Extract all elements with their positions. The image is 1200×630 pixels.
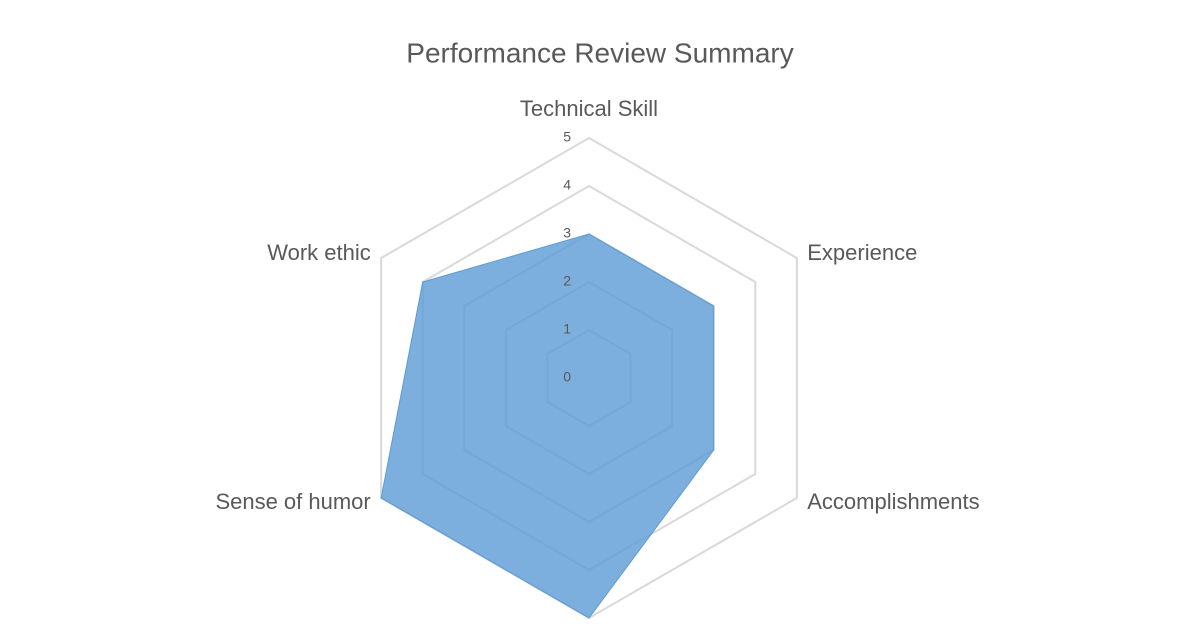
category-label: Accomplishments [807,489,979,514]
category-label: Work ethic [267,240,371,265]
r-tick-label: 2 [563,273,571,289]
category-label: Experience [807,240,917,265]
r-tick-label: 0 [563,369,571,385]
chart-title: Performance Review Summary [406,37,793,68]
data-area [380,233,715,619]
r-tick-label: 1 [563,321,571,337]
category-label: Technical Skill [520,96,658,121]
category-label: Sense of humor [215,489,370,514]
r-tick-label: 5 [563,129,571,145]
r-tick-label: 4 [563,177,571,193]
r-tick-label: 3 [563,225,571,241]
